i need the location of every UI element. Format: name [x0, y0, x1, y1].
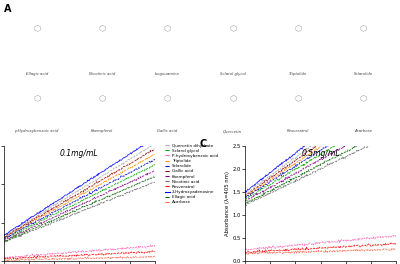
Text: Nicotinic acid: Nicotinic acid	[89, 72, 115, 76]
Text: ⬡: ⬡	[33, 25, 40, 34]
Text: ⬡: ⬡	[98, 25, 106, 34]
Text: Ellagic acid: Ellagic acid	[26, 72, 48, 76]
Text: ⬡: ⬡	[164, 94, 171, 103]
Text: ⬡: ⬡	[294, 25, 302, 34]
Text: ⬡: ⬡	[229, 94, 236, 103]
Text: Sclarol glycol: Sclarol glycol	[220, 72, 246, 76]
Text: C: C	[200, 139, 207, 149]
Text: ⬡: ⬡	[98, 94, 106, 103]
Text: ⬡: ⬡	[360, 94, 367, 103]
Text: Gallic acid: Gallic acid	[157, 129, 178, 133]
Text: Isogouamine: Isogouamine	[155, 72, 180, 76]
Text: ⬡: ⬡	[229, 25, 236, 34]
Text: ⬡: ⬡	[294, 94, 302, 103]
Text: A: A	[4, 4, 12, 14]
Text: 0.1mg/mL: 0.1mg/mL	[60, 149, 99, 158]
Text: ⬡: ⬡	[360, 25, 367, 34]
Text: Quercetin: Quercetin	[223, 129, 242, 133]
Text: Triptolide: Triptolide	[289, 72, 307, 76]
Text: p-Hydroxybenzoic acid: p-Hydroxybenzoic acid	[14, 129, 59, 133]
Text: Kaempferol: Kaempferol	[91, 129, 113, 133]
Text: ⬡: ⬡	[33, 94, 40, 103]
Y-axis label: Absorbance (λ=405 nm): Absorbance (λ=405 nm)	[225, 171, 230, 236]
Text: Resveratrol: Resveratrol	[287, 129, 309, 133]
Text: Sclarolide: Sclarolide	[354, 72, 373, 76]
Legend: Quercetin dihydrate, Sclarol glycol, P-hydroxybenzoic acid, Triptolide, Sclaroli: Quercetin dihydrate, Sclarol glycol, P-h…	[163, 142, 220, 206]
Text: ⬡: ⬡	[164, 25, 171, 34]
Text: Acarbose: Acarbose	[354, 129, 372, 133]
Text: 0.5mg/mL: 0.5mg/mL	[301, 149, 340, 158]
